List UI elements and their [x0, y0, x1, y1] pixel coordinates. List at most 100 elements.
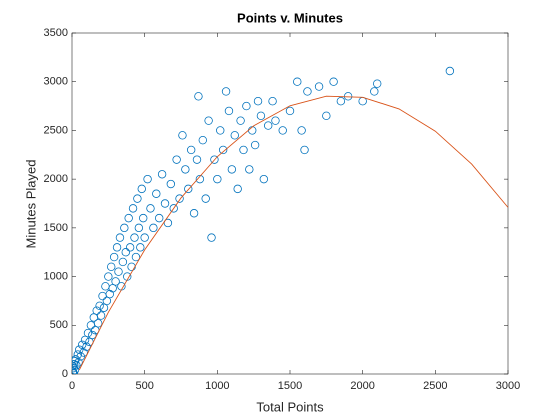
point [169, 204, 178, 213]
point [128, 204, 138, 213]
point [163, 218, 173, 228]
point [140, 233, 149, 242]
point [210, 155, 219, 164]
point [264, 121, 273, 130]
point [271, 116, 280, 125]
point [112, 243, 122, 252]
point [186, 145, 196, 155]
point [75, 345, 84, 354]
point [172, 155, 181, 164]
point [336, 96, 346, 106]
y-tick-label: 500 [50, 319, 68, 331]
x-tick-label: 1500 [278, 380, 302, 392]
point [322, 111, 331, 121]
x-tick-label: 0 [69, 380, 75, 392]
point [314, 82, 324, 91]
y-tick-label: 1000 [44, 270, 68, 282]
plot-area [72, 66, 508, 374]
point [146, 204, 155, 213]
point [130, 233, 139, 242]
point [303, 87, 312, 96]
point [72, 367, 77, 374]
point [72, 363, 78, 373]
point [233, 184, 242, 194]
point [285, 106, 295, 116]
point [250, 140, 260, 150]
point [139, 213, 148, 223]
point [242, 101, 251, 111]
point [125, 243, 135, 252]
point [207, 233, 216, 242]
point [127, 262, 136, 272]
point [239, 145, 248, 155]
point [194, 92, 203, 101]
point [198, 135, 207, 145]
point [131, 252, 141, 262]
y-tick-label: 0 [62, 368, 68, 380]
point [104, 272, 113, 281]
point [204, 116, 213, 125]
point [227, 165, 237, 174]
point [109, 252, 119, 262]
x-tick-label: 2000 [350, 380, 374, 392]
chart-title: Points v. Minutes [237, 10, 343, 25]
point [72, 365, 80, 374]
point [370, 87, 379, 96]
point [95, 301, 104, 310]
point [133, 194, 142, 203]
x-tick-label: 500 [135, 380, 153, 392]
point [268, 96, 277, 106]
y-axis-label: Minutes Played [23, 160, 38, 249]
point [201, 194, 210, 203]
point [445, 66, 455, 76]
point [253, 96, 263, 106]
point [118, 257, 128, 267]
point [230, 131, 239, 140]
point [181, 165, 190, 174]
point [149, 223, 158, 233]
point [143, 174, 152, 184]
plot-box [71, 32, 509, 375]
point [184, 184, 193, 194]
point [154, 213, 164, 223]
point [88, 330, 97, 340]
y-tick-label: 3500 [44, 27, 68, 39]
x-tick-label: 3000 [496, 380, 520, 392]
x-axis-label: Total Points [256, 399, 324, 414]
point [77, 340, 87, 349]
point [107, 262, 116, 272]
point [213, 174, 222, 184]
point [72, 369, 78, 374]
point [157, 170, 167, 179]
point [72, 368, 78, 374]
y-tick-label: 2500 [44, 124, 68, 136]
point [218, 145, 228, 155]
point [93, 319, 103, 328]
point [134, 223, 144, 233]
x-tick-label: 1000 [205, 380, 229, 392]
point [120, 223, 129, 233]
point [373, 79, 382, 88]
point [221, 87, 231, 96]
point [74, 358, 83, 367]
point [236, 116, 245, 125]
y-tick-label: 3000 [44, 76, 68, 88]
y-tick-label: 2000 [44, 173, 68, 185]
point [92, 306, 101, 315]
point [297, 126, 306, 135]
point [216, 126, 225, 135]
point [175, 194, 184, 203]
point [329, 77, 338, 86]
point [111, 277, 120, 286]
fit-line [78, 95, 508, 371]
point [114, 267, 123, 276]
point [278, 126, 287, 135]
point [192, 155, 202, 164]
point [115, 233, 125, 242]
point [256, 111, 266, 121]
point [72, 360, 79, 369]
y-tick-label: 1500 [44, 222, 68, 234]
point [82, 342, 91, 351]
point [259, 174, 269, 184]
